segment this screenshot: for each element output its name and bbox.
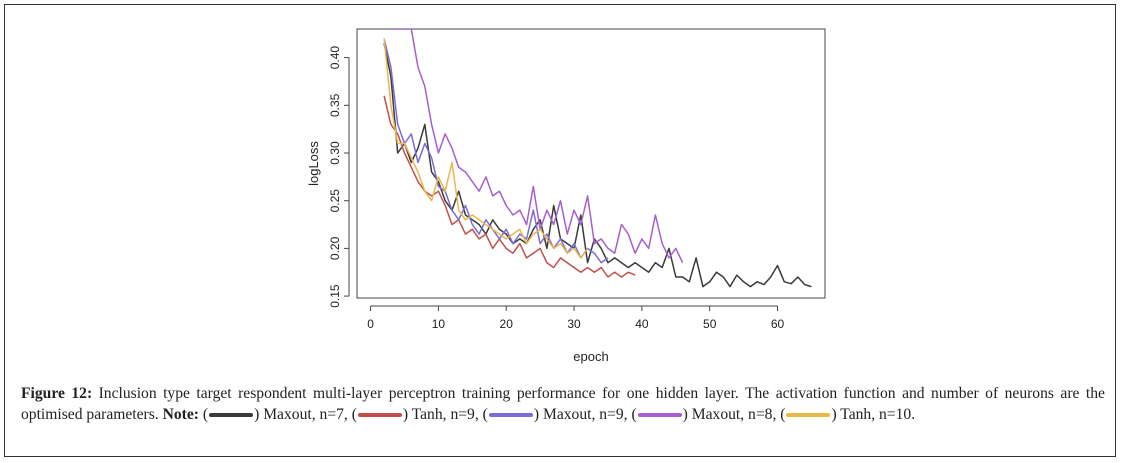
plot-frame bbox=[356, 28, 826, 299]
x-tick-label: 0 bbox=[367, 317, 374, 331]
x-tick-label: 10 bbox=[432, 317, 446, 331]
legend-label: Maxout, n=7, bbox=[263, 406, 348, 423]
y-tick-label: 0.40 bbox=[328, 46, 342, 70]
chart-area: 0 10 20 30 40 50 60 epoch 0.15 0.20 0.25 0.30 0.35 0.… bbox=[300, 19, 830, 369]
x-tick-label: 50 bbox=[703, 317, 717, 331]
legend-entry: () Maxout, n=9, bbox=[482, 406, 628, 423]
y-tick-label: 0.15 bbox=[328, 284, 342, 308]
legend-label: Maxout, n=8, bbox=[691, 406, 777, 423]
note-label: Note: bbox=[162, 406, 199, 423]
x-tick-label: 40 bbox=[635, 317, 649, 331]
x-tick-label: 30 bbox=[567, 317, 581, 331]
x-tick-label: 60 bbox=[771, 317, 785, 331]
figure-caption: Figure 12: Inclusion type target respond… bbox=[21, 383, 1105, 425]
x-tick-label: 20 bbox=[500, 317, 514, 331]
legend-entry: () Tanh, n=9, bbox=[351, 406, 479, 423]
series-line bbox=[383, 95, 636, 278]
y-tick-label: 0.30 bbox=[328, 141, 342, 165]
series-line bbox=[383, 38, 609, 264]
legend-entry: () Maxout, n=7, bbox=[202, 406, 348, 423]
figure-frame: 0 10 20 30 40 50 60 epoch 0.15 0.20 0.25 0.30 0.35 0.… bbox=[4, 4, 1116, 457]
legend-label: Tanh, n=9, bbox=[411, 406, 479, 423]
legend-swatch bbox=[637, 413, 682, 418]
legend-entry: () Maxout, n=8, bbox=[631, 406, 777, 423]
y-axis-label: logLoss bbox=[306, 141, 321, 186]
series-line bbox=[383, 43, 812, 288]
legend-label: Maxout, n=9, bbox=[542, 406, 628, 423]
caption-legend: () Maxout, n=7, () Tanh, n=9, () Maxout,… bbox=[203, 406, 915, 423]
figure-label: Figure 12: bbox=[21, 385, 93, 402]
legend-swatch bbox=[488, 413, 533, 418]
legend-label: Tanh, n=10. bbox=[840, 406, 916, 423]
legend-swatch bbox=[357, 413, 402, 418]
x-axis-label: epoch bbox=[573, 349, 608, 364]
caption-text: Inclusion type target respondent multi-l… bbox=[21, 385, 1105, 423]
line-chart: 0 10 20 30 40 50 60 epoch 0.15 0.20 0.25 0.30 0.35 0.… bbox=[306, 28, 826, 364]
y-tick-label: 0.25 bbox=[328, 189, 342, 213]
series-line bbox=[383, 38, 589, 259]
legend-entry: () Tanh, n=10. bbox=[780, 406, 916, 423]
series-line bbox=[390, 29, 684, 264]
legend-swatch bbox=[786, 413, 831, 418]
y-tick-label: 0.35 bbox=[328, 93, 342, 117]
legend-swatch bbox=[209, 413, 254, 418]
y-tick-label: 0.20 bbox=[328, 236, 342, 260]
